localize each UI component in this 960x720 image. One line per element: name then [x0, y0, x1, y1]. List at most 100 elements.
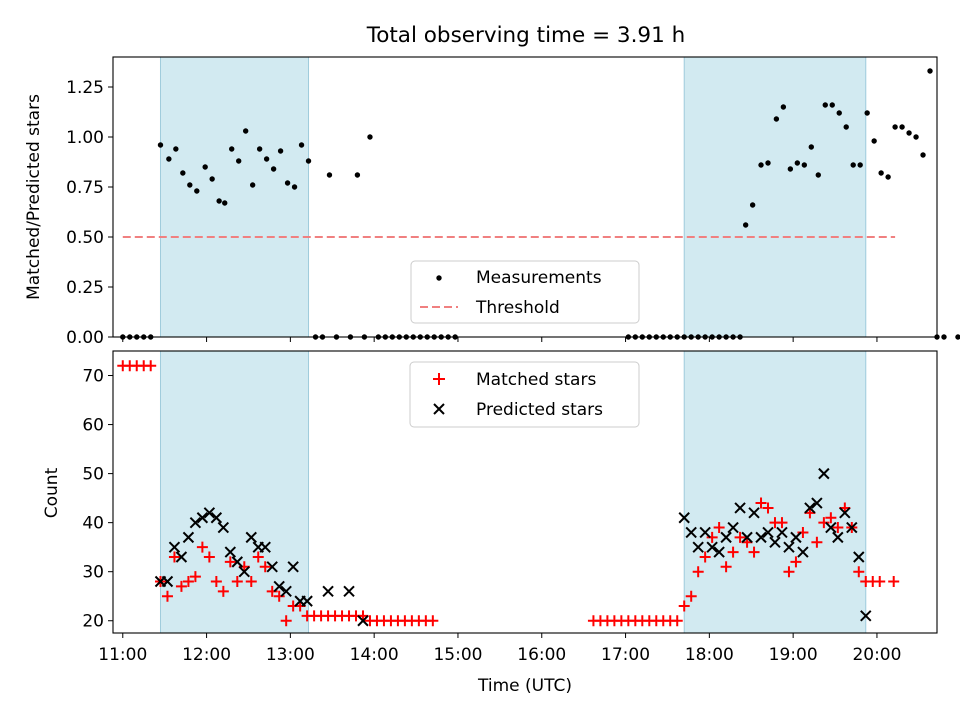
- measurement-point: [850, 162, 856, 168]
- predicted-star-point: [727, 521, 739, 534]
- measurement-point: [829, 102, 835, 108]
- matched-star-point: [168, 551, 180, 563]
- measurement-point: [326, 172, 333, 178]
- measurement-point: [298, 142, 305, 148]
- predicted-star-point: [322, 585, 334, 598]
- predicted-star-point: [217, 521, 230, 534]
- legend-measurements-marker: [436, 275, 442, 281]
- predicted-star-point: [783, 541, 795, 553]
- matched-star-point: [266, 585, 278, 597]
- x-tick-label: 14:00: [350, 645, 399, 665]
- predicted-star-point: [224, 546, 237, 558]
- matched-star-point: [748, 546, 760, 558]
- measurement-point: [913, 134, 919, 140]
- matched-star-point: [678, 600, 690, 612]
- observing-window-band: [683, 56, 867, 338]
- y-tick-label: 60: [82, 416, 104, 436]
- measurement-point: [209, 176, 215, 182]
- predicted-star-point: [301, 595, 313, 607]
- ratio-observing-windows: [159, 56, 867, 338]
- measurement-point: [256, 146, 263, 152]
- predicted-star-point: [266, 561, 278, 573]
- measurement-point: [864, 110, 870, 116]
- matched-star-point: [762, 502, 774, 514]
- predicted-star-point: [678, 512, 690, 524]
- x-tick-label: 12:00: [182, 645, 231, 665]
- y-tick-label: 1.25: [66, 78, 104, 98]
- measurement-point: [843, 124, 849, 130]
- measurement-point: [367, 134, 373, 140]
- predicted-star-point: [790, 531, 802, 544]
- ratio-x-axis-ticks: [122, 337, 878, 342]
- matched-star-point: [224, 556, 236, 568]
- predicted-star-point: [846, 521, 858, 534]
- measurement-point: [187, 182, 193, 188]
- predicted-star-point: [175, 551, 188, 563]
- predicted-star-point: [168, 541, 181, 553]
- legend-matched-marker: [433, 373, 445, 385]
- measurement-point: [822, 102, 828, 108]
- measurement-point: [906, 130, 912, 136]
- predicted-star-point: [273, 580, 285, 593]
- predicted-star-point: [734, 502, 746, 514]
- ratio-y-axis-label: Matched/Predicted stars: [24, 94, 44, 300]
- counts-y-axis-label: Count: [42, 467, 62, 518]
- measurement-point: [166, 156, 172, 162]
- matched-star-point: [245, 576, 257, 588]
- predicted-star-point: [713, 546, 725, 558]
- measurement-point: [173, 146, 179, 152]
- predicted-star-point: [161, 575, 174, 588]
- matched-star-point: [210, 576, 222, 588]
- measurement-point: [878, 170, 884, 176]
- predicted-star-point: [245, 531, 257, 544]
- measurement-point: [305, 158, 312, 164]
- y-tick-label: 0.00: [66, 328, 104, 348]
- matched-star-point: [727, 546, 739, 558]
- x-tick-label: 16:00: [517, 645, 566, 665]
- x-tick-label: 19:00: [769, 645, 818, 665]
- measurement-point: [815, 172, 821, 178]
- matched-star-point: [685, 590, 697, 602]
- measurement-point: [284, 180, 291, 186]
- measurement-point: [758, 162, 764, 168]
- y-tick-label: 70: [82, 367, 104, 387]
- predicted-star-point: [196, 512, 209, 524]
- measurement-point: [180, 170, 186, 176]
- measurement-point: [857, 162, 863, 168]
- measurement-point: [787, 166, 794, 172]
- predicted-star-point: [706, 541, 718, 553]
- measurement-point: [801, 162, 808, 168]
- matched-star-point: [427, 615, 439, 627]
- matched-star-point: [231, 576, 243, 588]
- counts-axes-frame: [112, 350, 938, 634]
- counts-x-axis: 11:00 12:00 13:00 14:00 15:00 16:00 17:00 18:00…: [98, 633, 901, 665]
- measurement-point: [749, 202, 756, 208]
- predicted-star-point: [762, 526, 774, 539]
- matched-star-point: [713, 522, 725, 534]
- predicted-star-point: [811, 497, 823, 509]
- predicted-star-point: [825, 521, 837, 534]
- counts-x-axis-label: Time (UTC): [477, 676, 572, 696]
- matched-star-point: [203, 551, 215, 563]
- measurement-point: [157, 142, 164, 148]
- matched-star-point: [825, 512, 837, 524]
- measurement-point: [941, 334, 947, 340]
- legend-measurements-label: Measurements: [476, 268, 602, 288]
- matched-star-point: [888, 576, 900, 588]
- counts-star-points: [117, 360, 900, 627]
- predicted-star-point: [182, 531, 195, 544]
- y-tick-label: 50: [82, 465, 104, 485]
- matched-star-point: [874, 576, 886, 588]
- y-tick-label: 30: [82, 563, 104, 583]
- predicted-star-point: [853, 551, 865, 563]
- y-tick-label: 0.75: [66, 178, 104, 198]
- x-tick-label: 13:00: [266, 645, 315, 665]
- measurement-point: [773, 116, 780, 122]
- x-tick-label: 18:00: [685, 645, 734, 665]
- matched-star-point: [776, 517, 788, 529]
- measurement-point: [202, 164, 208, 170]
- observing-window-band: [683, 350, 867, 634]
- predicted-star-point: [797, 546, 809, 558]
- measurement-point: [229, 146, 235, 152]
- measurement-point: [920, 152, 926, 158]
